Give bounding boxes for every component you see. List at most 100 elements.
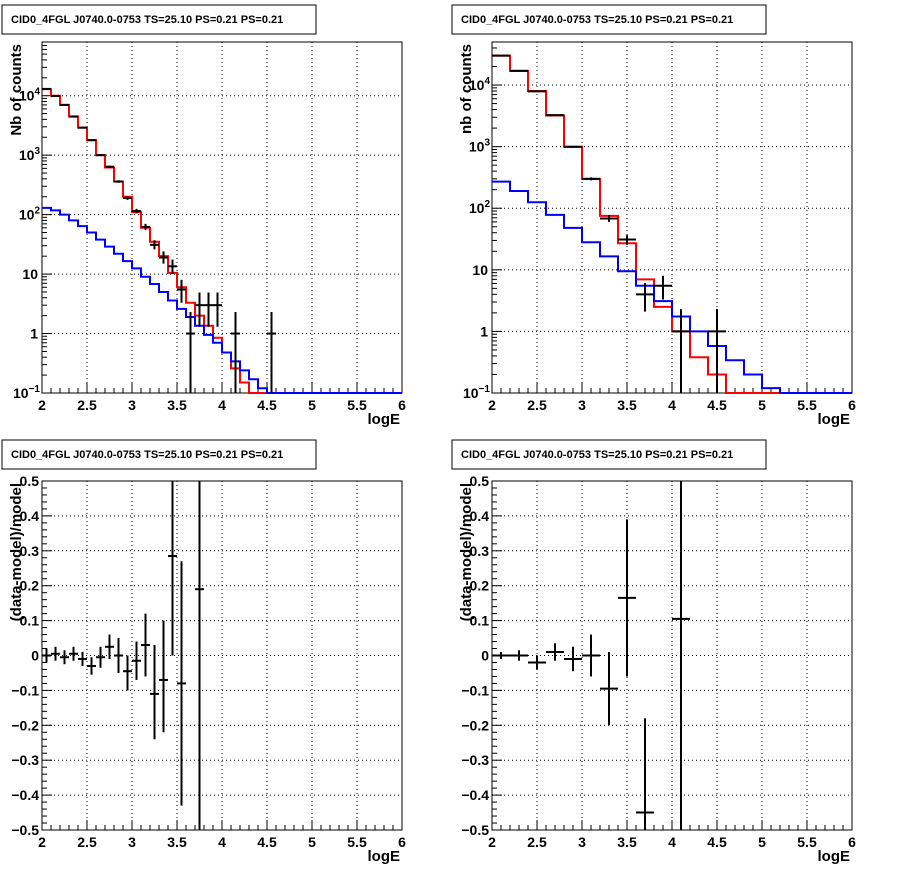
- data-point: [186, 312, 195, 393]
- data-point: [528, 90, 546, 93]
- model-total-step: [492, 54, 852, 394]
- data-point: [96, 154, 105, 157]
- data-point: [78, 652, 87, 666]
- x-tick-label: 2.5: [77, 834, 97, 850]
- data-point: [105, 634, 114, 659]
- y-tick-label: −0.2: [11, 717, 39, 733]
- data-point: [60, 650, 69, 665]
- data-point: [636, 283, 654, 312]
- data-point: [51, 646, 60, 661]
- x-tick-label: 4: [218, 834, 226, 850]
- title-box-frame: [1, 439, 317, 470]
- x-tick-label: 5: [308, 834, 316, 850]
- data-point: [87, 657, 96, 675]
- y-axis-label: Nb of counts: [8, 44, 25, 136]
- data-point: [492, 652, 510, 659]
- x-tick-label: 3: [128, 397, 136, 413]
- y-tick-label: 10: [22, 266, 38, 282]
- title-box: CID0_4FGL J0740.0-0753 TS=25.10 PS=0.21 …: [451, 439, 767, 470]
- data-point: [582, 634, 600, 677]
- data-point: [600, 215, 618, 222]
- y-tick-label: −0.1: [11, 682, 39, 698]
- y-tick-label: −0.3: [11, 752, 39, 768]
- y-tick-label: 0.3: [20, 543, 40, 559]
- x-tick-label: 3: [128, 834, 136, 850]
- x-tick-label: 3.5: [617, 397, 637, 413]
- panel-3: 2 2.5 3 3.5 4 4.5 5 5.5 6logE−0.5−0.4−0.3−0.2−0.…: [1, 439, 406, 865]
- y-tick-label: 10: [472, 262, 488, 278]
- x-tick-label: 3.5: [617, 834, 637, 850]
- x-tick-label: 6: [398, 397, 406, 413]
- y-axis-label: (data-model)/model: [8, 483, 25, 621]
- data-point: [708, 309, 726, 393]
- y-tick-label: −0.5: [461, 822, 489, 838]
- x-tick-label: 6: [848, 834, 856, 850]
- y-tick-label: 0.5: [20, 473, 40, 489]
- y-tick-label: 0.4: [20, 508, 40, 524]
- data-point: [195, 481, 204, 830]
- title-box: CID0_4FGL J0740.0-0753 TS=25.10 PS=0.21 …: [1, 4, 317, 35]
- data-point: [42, 648, 51, 663]
- data-point: [114, 180, 123, 183]
- data-points: [42, 481, 204, 830]
- x-tick-label: 3.5: [167, 397, 187, 413]
- x-tick-label: 5.5: [347, 834, 367, 850]
- x-tick-label: 2: [38, 397, 46, 413]
- data-point: [105, 165, 114, 168]
- data-point: [195, 292, 204, 327]
- y-tick-label: 0.5: [470, 473, 490, 489]
- y-tick-label: −0.4: [461, 787, 489, 803]
- x-tick-label: 3: [578, 397, 586, 413]
- data-point: [96, 646, 105, 668]
- x-tick-label: 2: [488, 834, 496, 850]
- data-point: [618, 235, 636, 245]
- panel-4: 2 2.5 3 3.5 4 4.5 5 5.5 6logE−0.5−0.4−0.3−0.2−0.…: [451, 439, 856, 865]
- x-tick-label: 5.5: [347, 397, 367, 413]
- data-point: [564, 646, 582, 672]
- data-point: [150, 240, 159, 250]
- data-point: [672, 309, 690, 393]
- y-tick-label: 0.1: [470, 613, 490, 629]
- data-point: [141, 613, 150, 677]
- y-tick-label: −0.1: [461, 682, 489, 698]
- title-box: CID0_4FGL J0740.0-0753 TS=25.10 PS=0.21 …: [1, 439, 317, 470]
- data-point: [123, 655, 132, 691]
- data-point: [78, 126, 87, 129]
- y-tick-label: 0.4: [470, 508, 490, 524]
- y-tick-label: −0.4: [11, 787, 39, 803]
- data-point: [150, 645, 159, 740]
- grid-lines: [42, 481, 402, 830]
- x-tick-label: 5.5: [797, 397, 817, 413]
- y-tick-label: 103: [469, 138, 491, 155]
- data-point: [177, 561, 186, 806]
- data-points: [42, 87, 276, 393]
- x-axis-label: logE: [818, 411, 851, 428]
- data-point: [546, 643, 564, 661]
- x-tick-label: 5: [758, 397, 766, 413]
- x-tick-label: 3.5: [167, 834, 187, 850]
- data-point: [114, 638, 123, 673]
- x-tick-label: 2.5: [527, 834, 547, 850]
- y-tick-label: 104: [19, 87, 41, 104]
- x-tick-label: 4.5: [707, 397, 727, 413]
- x-tick-label: 4: [668, 397, 676, 413]
- title-box: CID0_4FGL J0740.0-0753 TS=25.10 PS=0.21 …: [451, 4, 767, 35]
- model-component-step: [492, 180, 852, 394]
- data-point: [141, 223, 150, 231]
- data-point: [69, 646, 78, 661]
- y-tick-label: 0.2: [20, 578, 40, 594]
- x-axis-label: logE: [818, 848, 851, 865]
- title-box-frame: [451, 4, 767, 35]
- y-tick-label: 10−1: [13, 384, 40, 401]
- data-point: [69, 115, 78, 118]
- y-tick-label: 1: [30, 326, 38, 342]
- data-point: [132, 641, 141, 680]
- x-tick-label: 6: [848, 397, 856, 413]
- x-tick-label: 4.5: [707, 834, 727, 850]
